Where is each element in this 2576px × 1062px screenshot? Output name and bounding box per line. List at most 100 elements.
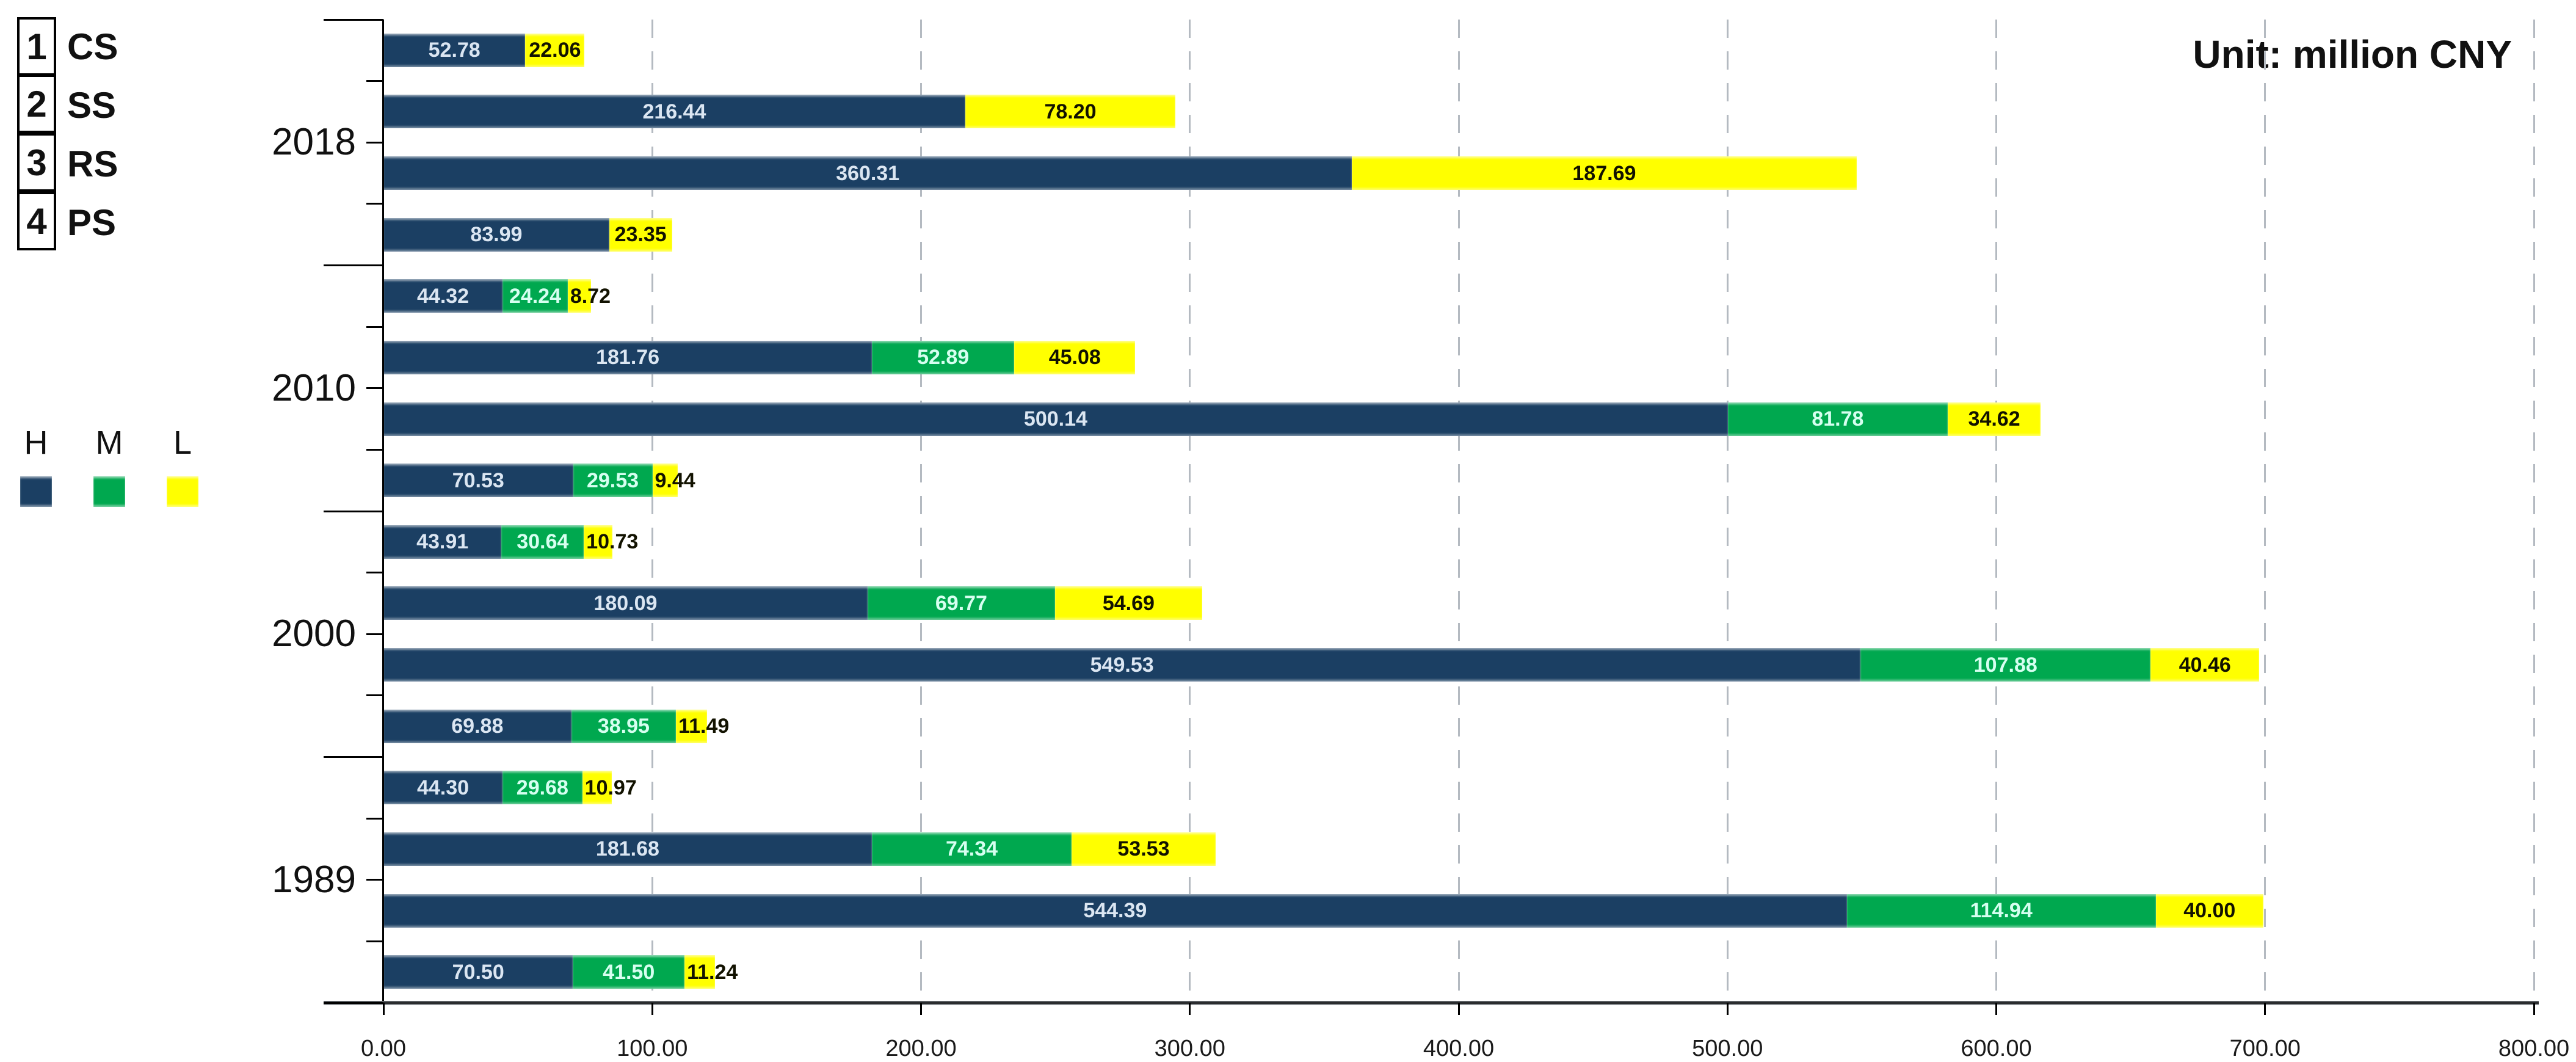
bar-segment-h: 181.76: [383, 340, 873, 374]
bar-value-label: 69.77: [935, 591, 987, 615]
bar-value-label: 29.53: [586, 468, 639, 492]
bar-segment-m: 38.95: [571, 709, 677, 743]
bar-segment-h: 69.88: [383, 709, 571, 743]
bar-row-cs: 52.78 22.06: [383, 33, 585, 67]
bar-row-ss: 216.44 78.20: [383, 95, 1176, 129]
group-tick-major: [324, 1002, 383, 1004]
bar-value-label: 38.95: [597, 715, 650, 738]
bar-value-label: 187.69: [1572, 161, 1636, 185]
legend-row: 3 RS: [17, 133, 118, 193]
bar-segment-h: 70.50: [383, 955, 573, 989]
gridline: [1995, 20, 1997, 1003]
series-label-m: M: [95, 424, 123, 461]
bar-segment-m: 114.94: [1846, 893, 2156, 928]
gridline: [1457, 20, 1460, 1003]
bar-row-rs: 500.14 81.78 34.62: [383, 402, 2041, 436]
bar-value-label: 54.69: [1102, 591, 1155, 615]
year-label: 2018: [272, 121, 356, 164]
bar-segment-h: 70.53: [383, 464, 573, 498]
bar-slot-tick-minor: [366, 141, 383, 144]
gridline: [2533, 20, 2535, 1003]
x-axis-tick: [651, 1003, 653, 1015]
legend-number-cell: 3: [17, 133, 56, 192]
bar-value-label: 45.08: [1048, 346, 1101, 369]
bar-segment-l: 78.20: [965, 95, 1176, 129]
bar-segment-h: 360.31: [383, 156, 1352, 191]
unit-label: Unit: million CNY: [2193, 32, 2512, 76]
gridline: [2264, 20, 2266, 1003]
group-tick-major: [324, 264, 383, 266]
bar-value-label: 52.78: [428, 38, 481, 62]
bar-segment-m: 74.34: [871, 832, 1072, 866]
bar-segment-h: 43.91: [383, 525, 502, 559]
bar-value-label: 41.50: [603, 960, 655, 984]
bar-segment-h: 181.68: [383, 832, 872, 866]
x-axis-tick-label: 700.00: [2229, 1036, 2301, 1061]
bar-segment-h: 44.32: [383, 279, 503, 313]
bar-value-label: 29.68: [516, 776, 568, 799]
bar-slot-tick-minor: [366, 326, 383, 328]
legend-category-label: SS: [67, 84, 117, 126]
bar-segment-h: 180.09: [383, 586, 868, 620]
legend-row: 4 PS: [17, 192, 118, 252]
bar-segment-l: 54.69: [1055, 586, 1202, 620]
bar-segment-m: 107.88: [1860, 648, 2151, 682]
bar-value-label: 52.89: [917, 346, 970, 369]
bar-row-ss: 181.68 74.34 53.53: [383, 832, 1216, 866]
x-axis-tick-label: 200.00: [885, 1036, 957, 1061]
bar-slot-tick-minor: [366, 448, 383, 451]
bar-segment-l: 10.97: [582, 771, 637, 805]
series-swatch-m-icon: [93, 476, 125, 507]
x-axis-tick-label: 0.00: [361, 1036, 406, 1061]
x-axis-tick-label: 500.00: [1692, 1036, 1763, 1061]
x-axis-tick-label: 600.00: [1961, 1036, 2032, 1061]
bar-value-label: 544.39: [1083, 899, 1147, 923]
bar-row-ps: 70.53 29.53 9.44: [383, 464, 695, 498]
bar-slot-tick-minor: [366, 572, 383, 574]
bar-value-label: 69.88: [451, 715, 504, 738]
category-legend-table: 1 CS 2 SS 3 RS 4 PS: [17, 17, 118, 252]
bar-value-label: 53.53: [1117, 837, 1170, 861]
bar-segment-l: 34.62: [1947, 402, 2041, 436]
bar-slot-tick-minor: [366, 817, 383, 820]
bar-slot-tick-minor: [366, 940, 383, 942]
bar-segment-m: 30.64: [501, 525, 584, 559]
bar-segment-m: 69.77: [867, 586, 1055, 620]
bar-value-label: 360.31: [836, 161, 900, 185]
gridline: [920, 20, 922, 1003]
bar-value-label: 216.44: [642, 100, 706, 123]
bar-slot-tick-minor: [366, 80, 383, 82]
bar-value-label: 40.00: [2183, 899, 2236, 923]
bar-value-label: 10.97: [584, 776, 637, 799]
bar-row-rs: 360.31 187.69: [383, 156, 1857, 191]
x-axis-tick-label: 400.00: [1423, 1036, 1495, 1061]
bar-row-rs: 544.39 114.94 40.00: [383, 893, 2263, 928]
bar-value-label: 22.06: [529, 38, 581, 62]
bar-value-label: 74.34: [945, 837, 998, 861]
bar-value-label: 11.24: [687, 960, 738, 984]
series-label-l: L: [173, 424, 192, 461]
bar-segment-l: 22.06: [525, 33, 585, 67]
bar-value-label: 34.62: [1968, 407, 2020, 431]
bar-segment-l: 45.08: [1014, 340, 1136, 374]
bar-value-label: 114.94: [1970, 899, 2033, 923]
bar-row-ps: 69.88 38.95 11.49: [383, 709, 729, 743]
bar-value-label: 549.53: [1090, 653, 1154, 677]
bar-segment-h: 500.14: [383, 402, 1728, 436]
gridline: [1189, 20, 1191, 1003]
bar-value-label: 70.53: [452, 468, 504, 492]
bar-segment-m: 52.89: [872, 340, 1015, 374]
bar-value-label: 44.32: [417, 284, 470, 308]
series-label-h: H: [24, 424, 48, 461]
bar-segment-l: 187.69: [1352, 156, 1857, 191]
legend-number-cell: 1: [17, 17, 56, 76]
bar-segment-h: 216.44: [383, 95, 965, 129]
legend-category-label: CS: [67, 26, 118, 67]
bar-value-label: 10.73: [586, 530, 639, 554]
bar-value-label: 11.49: [678, 715, 730, 738]
x-axis-tick: [1457, 1003, 1460, 1015]
year-label: 2000: [272, 613, 356, 655]
legend-category-label: RS: [67, 143, 118, 184]
bar-slot-tick-minor: [366, 879, 383, 881]
group-tick-major: [324, 756, 383, 758]
